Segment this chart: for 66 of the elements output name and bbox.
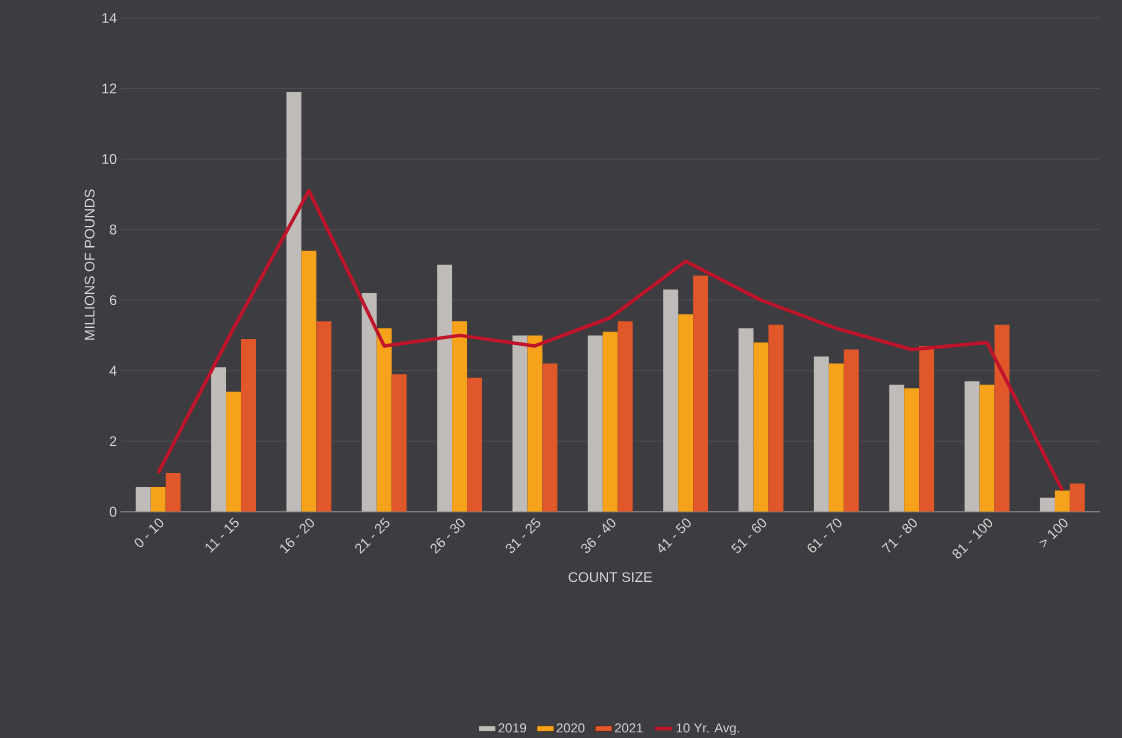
x-tick-label: 36 - 40 <box>581 518 616 553</box>
bar <box>452 321 468 512</box>
bar <box>437 264 453 512</box>
y-tick-label: 12 <box>102 83 117 94</box>
bar <box>391 374 407 512</box>
bar <box>738 328 754 512</box>
bar <box>376 328 392 512</box>
y-axis-title: MILLIONS OF POUNDS <box>84 189 95 340</box>
bar <box>843 349 859 512</box>
bar <box>889 384 905 512</box>
bar <box>1039 497 1055 512</box>
bar <box>316 321 332 512</box>
y-tick-label: 4 <box>109 365 117 376</box>
bar <box>150 486 166 512</box>
bar <box>542 363 558 512</box>
y-tick-label: 14 <box>102 13 117 23</box>
bar <box>693 275 709 512</box>
bar <box>1069 483 1085 512</box>
bar <box>753 342 769 512</box>
bar <box>678 314 694 512</box>
bar <box>240 338 256 512</box>
bar <box>587 335 603 512</box>
bar <box>1054 490 1070 512</box>
bar <box>663 289 679 512</box>
x-tick-label: 61 - 70 <box>807 518 842 553</box>
bar <box>979 384 995 512</box>
bar <box>165 472 181 512</box>
bar <box>904 388 920 512</box>
y-tick-label: 8 <box>109 224 117 235</box>
bar <box>361 292 377 512</box>
y-tick-label: 2 <box>109 436 117 446</box>
line-series <box>156 188 1065 493</box>
bar <box>768 324 784 512</box>
bar <box>617 321 633 512</box>
bar <box>286 91 302 512</box>
bar <box>226 391 241 512</box>
x-tick-label: > 100 <box>1039 518 1068 548</box>
legend-label: 10 Yr. Avg. <box>676 723 739 735</box>
x-tick-label: 26 - 30 <box>430 518 465 554</box>
y-tick-label: 10 <box>102 154 117 164</box>
bar <box>813 356 829 512</box>
x-axis-title: COUNT SIZE <box>568 572 652 582</box>
bar <box>135 486 151 512</box>
y-tick-label: 0 <box>109 506 117 517</box>
x-tick-label: 21 - 25 <box>355 517 390 554</box>
bar <box>211 367 227 512</box>
x-tick-label: 71 - 80 <box>881 518 917 553</box>
x-tick-label: 0 - 10 <box>134 518 164 548</box>
bar <box>467 377 483 512</box>
legend-label: 2019 <box>498 723 527 733</box>
x-tick-label: 41 - 50 <box>658 518 691 553</box>
bar <box>828 363 844 512</box>
y-tick-label: 6 <box>109 295 117 305</box>
bar <box>527 335 543 512</box>
bar <box>602 331 618 512</box>
bar <box>964 381 980 512</box>
x-tick-label: 81 - 100 <box>952 518 993 559</box>
bar <box>512 335 528 512</box>
legend-label: 2020 <box>556 723 585 733</box>
x-tick-label: 11 - 15 <box>205 517 239 553</box>
x-tick-label: 31 - 25 <box>505 517 541 553</box>
x-tick-label: 51 - 60 <box>731 518 767 553</box>
legend-label: 2021 <box>615 723 643 733</box>
bar <box>301 250 317 512</box>
bar <box>919 345 935 512</box>
x-tick-label: 16 - 20 <box>280 518 315 554</box>
